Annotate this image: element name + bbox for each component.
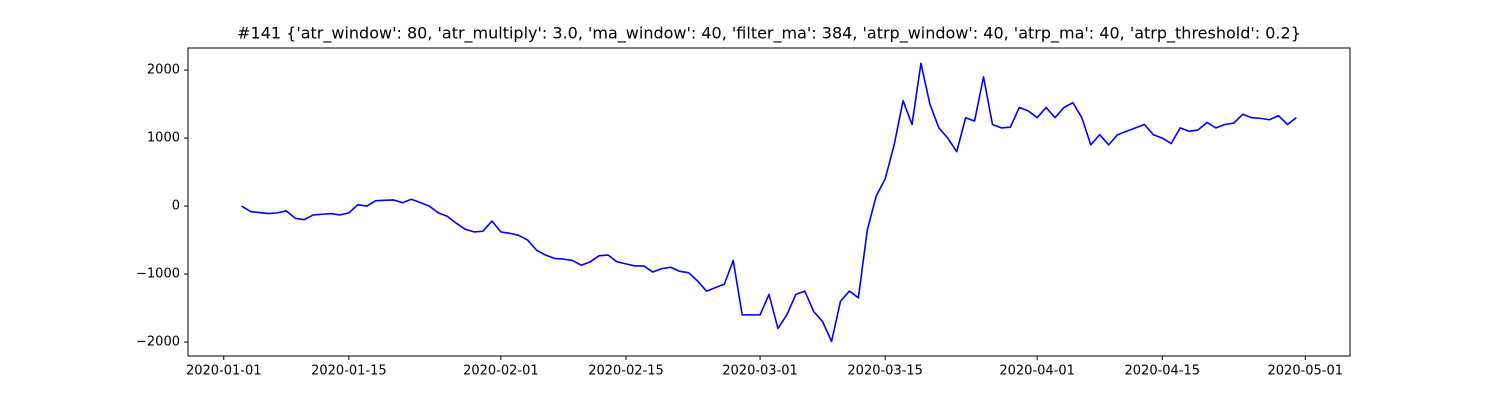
x-tick-label: 2020-04-01 [999,364,1075,379]
x-tick-label: 2020-01-15 [311,364,387,379]
y-tick-label: 2000 [147,63,180,78]
x-tick-label: 2020-03-15 [847,364,923,379]
x-tick-label: 2020-03-01 [722,364,798,379]
y-tick-label: −2000 [136,335,180,350]
x-tick-label: 2020-02-01 [463,364,539,379]
x-tick-label: 2020-01-01 [186,364,262,379]
x-tick-label: 2020-02-15 [588,364,664,379]
x-tick-label: 2020-04-15 [1125,364,1201,379]
y-tick-label: 1000 [147,131,180,146]
y-tick-label: −1000 [136,267,180,282]
y-tick-label: 0 [172,199,180,214]
chart-title: #141 {'atr_window': 80, 'atr_multiply': … [237,24,1301,44]
data-line [241,62,1297,343]
x-tick-label: 2020-05-01 [1268,364,1344,379]
plot-frame [187,47,1351,357]
